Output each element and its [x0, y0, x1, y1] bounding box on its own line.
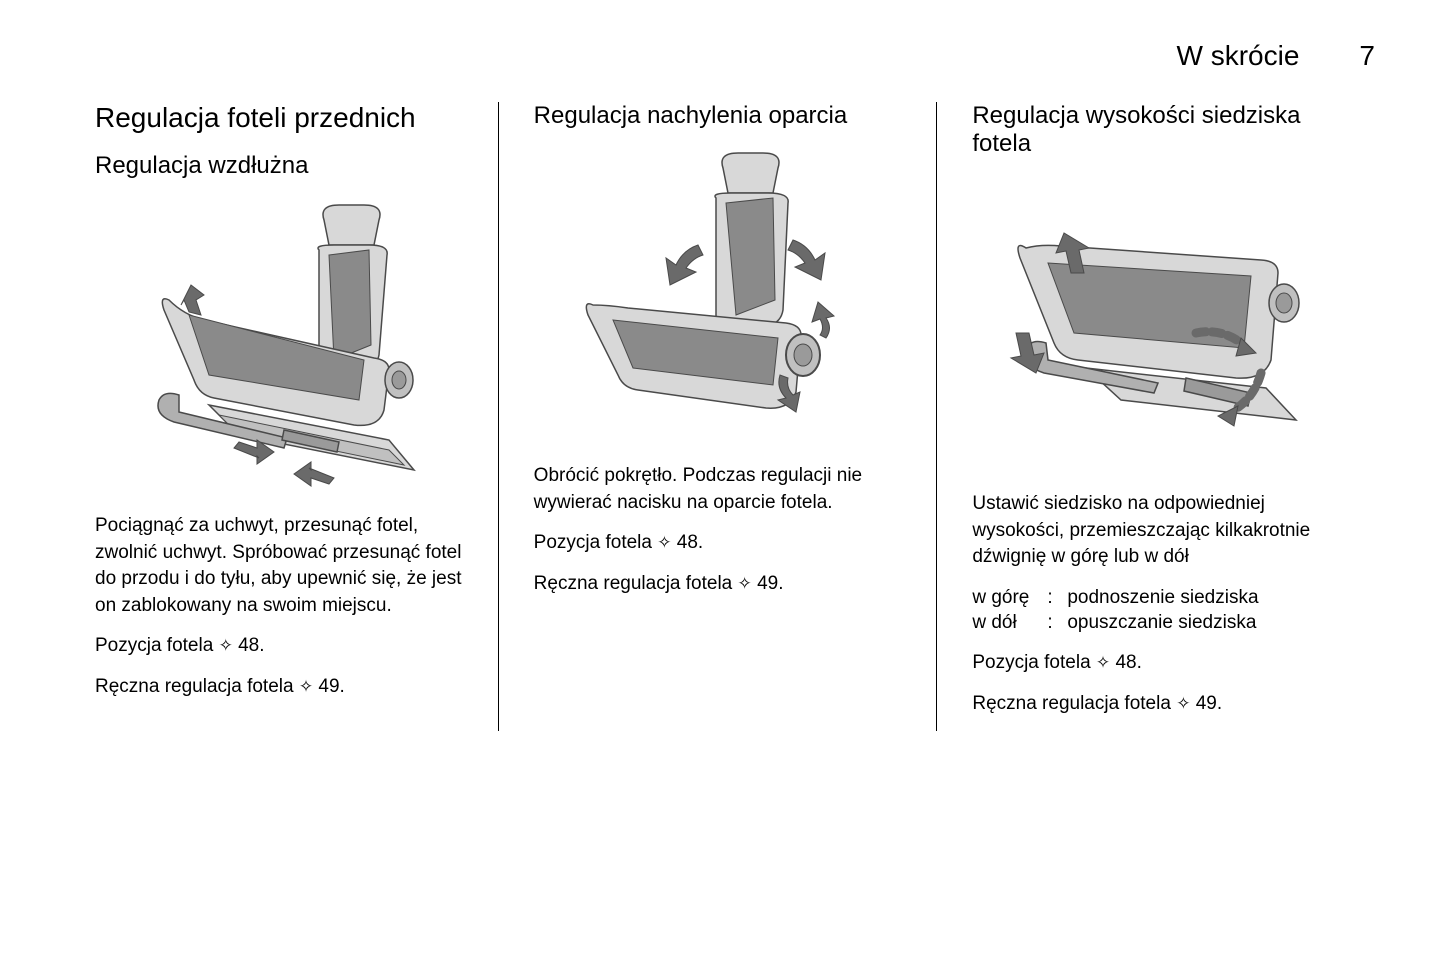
seat-height-icon — [986, 178, 1326, 468]
sub-heading-longitudinal: Regulacja wzdłużna — [95, 152, 463, 180]
page-ref-arrow-icon: ✧ — [1176, 692, 1190, 716]
seat-backrest-icon — [548, 150, 888, 440]
def-value-up: podnoszenie siedziska — [1067, 585, 1340, 611]
ref-text-label: Pozycja fotela — [534, 532, 652, 553]
ref-page-number: 49 — [757, 573, 778, 594]
seat-longitudinal-icon — [109, 200, 449, 490]
page-ref-arrow-icon: ✧ — [219, 634, 233, 658]
ref-text-label: Ręczna regulacja fotela — [95, 676, 294, 697]
page-ref-arrow-icon: ✧ — [657, 531, 671, 555]
page-ref-arrow-icon: ✧ — [299, 675, 313, 699]
body-text-height: Ustawić siedzisko na odpowiedniej wysoko… — [972, 491, 1340, 571]
ref-reczna-1: Ręczna regulacja fotela ✧ 49. — [95, 674, 463, 701]
page-number: 7 — [1359, 40, 1375, 72]
page-ref-arrow-icon: ✧ — [1096, 651, 1110, 675]
def-colon: : — [1047, 610, 1067, 636]
ref-page-number: 49 — [318, 676, 339, 697]
illustration-longitudinal — [95, 195, 463, 495]
sub-heading-height: Regulacja wysokości siedziska fotela — [972, 102, 1340, 158]
column-1: Regulacja foteli przednich Regulacja wzd… — [70, 102, 499, 731]
ref-page-number: 49 — [1196, 693, 1217, 714]
body-text-longitudinal: Pociągnąć za uchwyt, przesunąć fotel, zw… — [95, 513, 463, 619]
illustration-height — [972, 173, 1340, 473]
def-label-up: w górę — [972, 585, 1047, 611]
def-row-down: w dół : opuszczanie siedziska — [972, 610, 1340, 636]
def-value-down: opuszczanie siedziska — [1067, 610, 1340, 636]
header-title: W skrócie — [1177, 40, 1300, 72]
main-heading-seats: Regulacja foteli przednich — [95, 102, 463, 134]
ref-text-label: Ręczna regulacja fotela — [534, 573, 733, 594]
ref-text-label: Pozycja fotela — [95, 635, 213, 656]
ref-page-number: 48 — [238, 635, 259, 656]
ref-pozycja-3: Pozycja fotela ✧ 48. — [972, 650, 1340, 677]
ref-page-number: 48 — [1115, 652, 1136, 673]
page-ref-arrow-icon: ✧ — [738, 572, 752, 596]
def-label-down: w dół — [972, 610, 1047, 636]
def-row-up: w górę : podnoszenie siedziska — [972, 585, 1340, 611]
ref-page-number: 48 — [677, 532, 698, 553]
ref-text-label: Ręczna regulacja fotela — [972, 693, 1171, 714]
column-2: Regulacja nachylenia oparcia — [499, 102, 938, 731]
ref-reczna-3: Ręczna regulacja fotela ✧ 49. — [972, 691, 1340, 718]
sub-heading-backrest: Regulacja nachylenia oparcia — [534, 102, 902, 130]
page-header: W skrócie 7 — [70, 40, 1375, 72]
ref-reczna-2: Ręczna regulacja fotela ✧ 49. — [534, 571, 902, 598]
ref-text-label: Pozycja fotela — [972, 652, 1090, 673]
content-columns: Regulacja foteli przednich Regulacja wzd… — [70, 102, 1375, 731]
definition-table: w górę : podnoszenie siedziska w dół : o… — [972, 585, 1340, 636]
body-text-backrest: Obrócić pokrętło. Podczas regulacji nie … — [534, 463, 902, 516]
ref-pozycja-1: Pozycja fotela ✧ 48. — [95, 633, 463, 660]
column-3: Regulacja wysokości siedziska fotela — [937, 102, 1375, 731]
illustration-backrest — [534, 145, 902, 445]
def-colon: : — [1047, 585, 1067, 611]
ref-pozycja-2: Pozycja fotela ✧ 48. — [534, 530, 902, 557]
